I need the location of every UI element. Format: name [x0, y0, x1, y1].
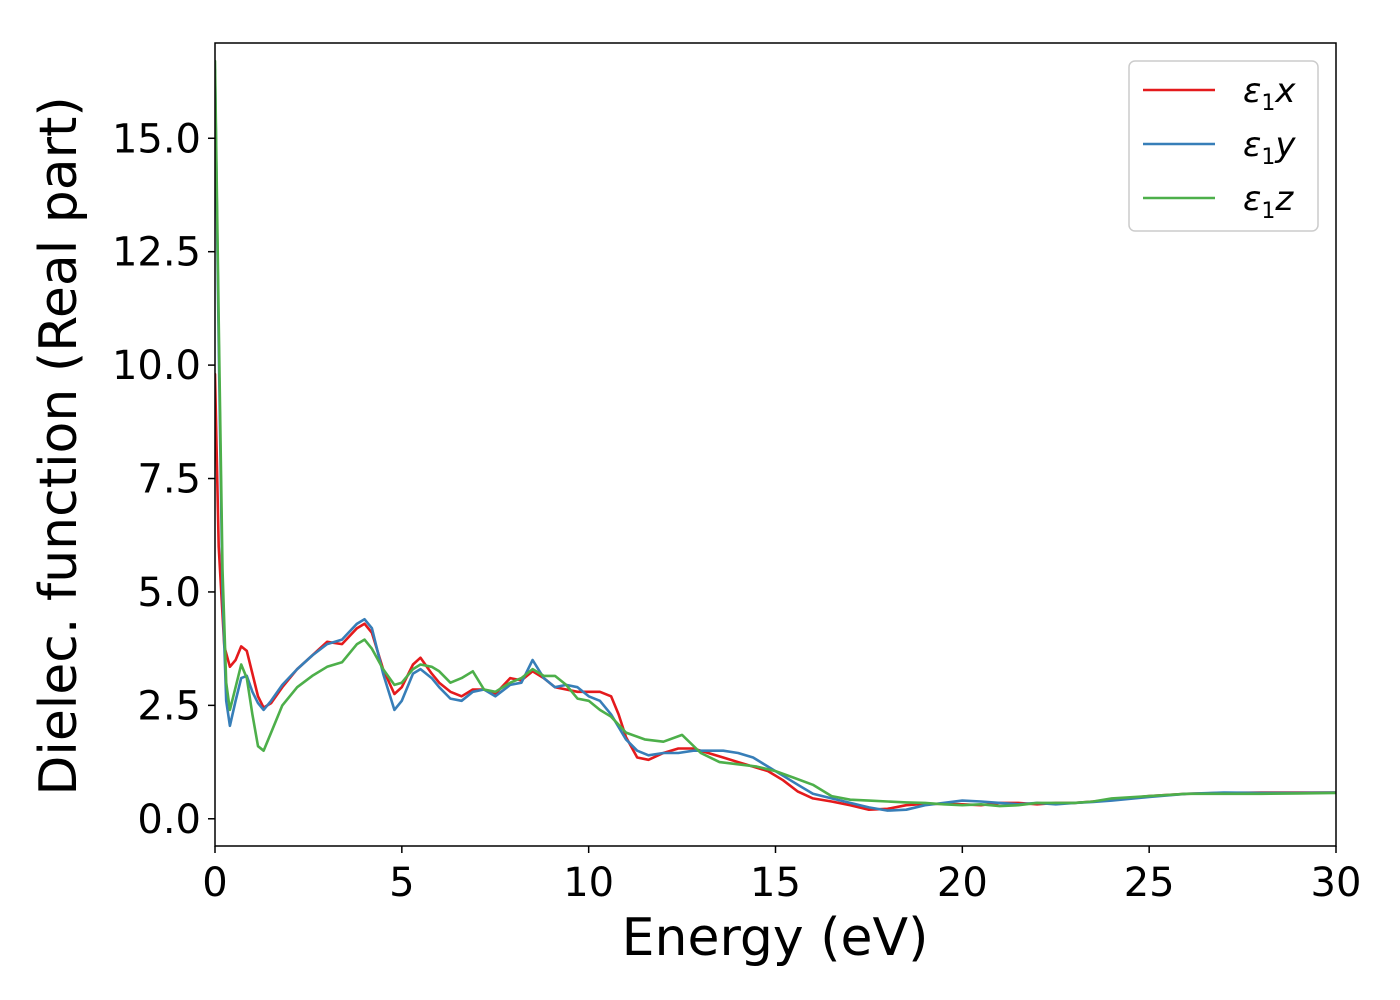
y-tick-label: 0.0: [137, 797, 201, 843]
y-axis-ticks: 0.0 2.5 5.0 7.5 10.0 12.5 15.0: [112, 116, 215, 843]
legend-label-y: ε1y: [1243, 125, 1296, 170]
series-line-y: [215, 68, 1336, 812]
y-tick-label: 15.0: [112, 116, 201, 162]
legend-label-z: ε1z: [1243, 179, 1294, 224]
x-axis-ticks: 0 5 10 15 20 25 30: [202, 846, 1361, 906]
x-tick-label: 25: [1124, 860, 1175, 906]
legend-label-x: ε1x: [1243, 71, 1296, 116]
y-tick-label: 10.0: [112, 343, 201, 389]
x-tick-label: 15: [750, 860, 801, 906]
x-tick-label: 5: [389, 860, 414, 906]
y-axis-label: Dielec. function (Real part): [29, 96, 89, 795]
y-tick-label: 2.5: [137, 683, 201, 729]
series-line-z: [215, 59, 1336, 808]
series-layer: [215, 59, 1336, 812]
x-axis-label: Energy (eV): [622, 908, 929, 968]
legend: ε1x ε1y ε1z: [1128, 60, 1319, 232]
series-line-x: [215, 372, 1336, 811]
x-tick-label: 20: [937, 860, 988, 906]
y-tick-label: 7.5: [137, 457, 201, 503]
legend-frame: [1128, 60, 1319, 232]
x-tick-label: 0: [202, 860, 227, 906]
y-tick-label: 12.5: [112, 230, 201, 276]
x-tick-label: 10: [563, 860, 614, 906]
x-tick-label: 30: [1311, 860, 1362, 906]
y-tick-label: 5.0: [137, 570, 201, 616]
